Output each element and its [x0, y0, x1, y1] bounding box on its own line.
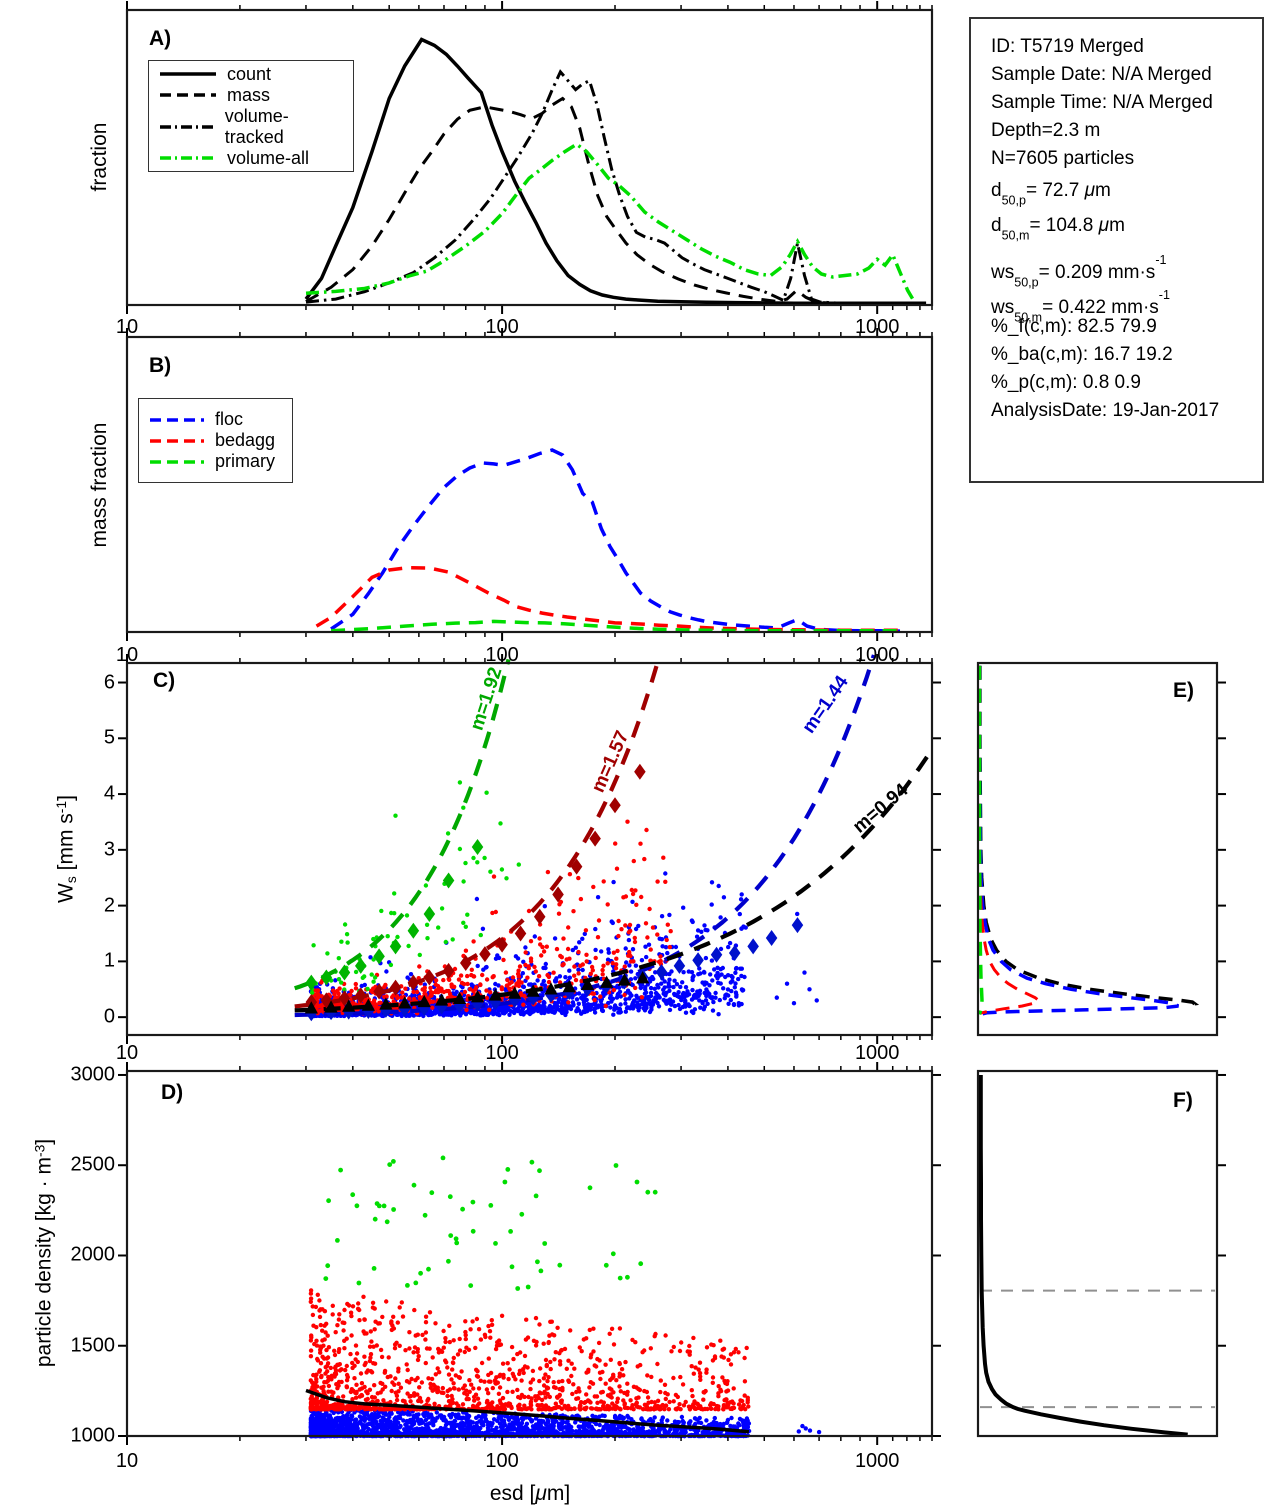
floc-scatter-dot: [648, 985, 654, 991]
floc-scatter-dot: [690, 977, 695, 983]
floc-scatter-dot: [738, 897, 744, 902]
floc-scatter-dot: [733, 981, 738, 986]
floc-scatter-dot: [681, 970, 686, 975]
series-count: [304, 37, 927, 305]
series-volume-tracked: [305, 69, 881, 306]
floc-scatter-dot: [480, 926, 486, 931]
floc-scatter-dot: [646, 942, 652, 947]
floc-scatter-dot: [708, 972, 713, 977]
series-volume-all: [305, 142, 916, 303]
series-mass: [305, 96, 881, 306]
floc-scatter-dot: [667, 977, 672, 982]
series-primary: [331, 619, 900, 633]
floc-scatter-dot: [573, 945, 578, 950]
floc-scatter-dot: [577, 940, 582, 945]
floc-scatter-dot: [633, 963, 639, 968]
floc-scatter-dot: [729, 988, 734, 994]
floc-scatter-dot: [543, 961, 548, 967]
floc-scatter-dot: [661, 991, 666, 996]
floc-scatter-dot: [627, 963, 632, 968]
floc-scatter-dot: [638, 985, 643, 991]
floc-scatter-dot: [576, 991, 582, 996]
floc-scatter-dot: [733, 970, 738, 975]
floc-scatter-dot: [690, 987, 695, 993]
floc-scatter-dot: [593, 947, 598, 953]
floc-scatter-dot: [611, 1012, 616, 1017]
floc-scatter-dot: [709, 958, 715, 963]
series-floc: [330, 448, 901, 633]
floc-scatter-dot: [643, 944, 648, 949]
floc-scatter-dot: [718, 946, 724, 952]
floc-scatter-dot: [705, 1001, 710, 1006]
floc-scatter-dot: [567, 975, 572, 980]
floc-scatter-dot: [618, 1002, 623, 1007]
floc-scatter-dot: [659, 981, 664, 986]
floc-scatter-dot: [520, 971, 525, 976]
floc-scatter-dot: [515, 956, 521, 961]
floc-scatter-dot: [655, 982, 660, 988]
floc-scatter-dot: [683, 985, 689, 990]
floc-scatter-dot: [737, 911, 742, 917]
floc-scatter-dot: [582, 931, 587, 937]
floc-scatter-dot: [633, 926, 639, 932]
floc-scatter-dot: [716, 883, 721, 889]
floc-scatter-dot: [656, 1004, 662, 1009]
floc-scatter-dot: [692, 1007, 698, 1012]
floc-scatter-dot: [630, 947, 636, 952]
floc-scatter-dot: [599, 949, 604, 954]
floc-scatter-dot: [624, 960, 629, 965]
floc-scatter-dot: [657, 936, 662, 941]
floc-scatter-dot: [628, 969, 634, 974]
floc-scatter-dot: [660, 944, 665, 949]
floc-scatter-dot: [709, 902, 714, 907]
floc-scatter-dot: [739, 892, 744, 897]
floc-scatter-dot: [728, 980, 733, 985]
floc-scatter-dot: [606, 950, 611, 955]
floc-scatter-dot: [507, 1012, 512, 1017]
floc-scatter-dot: [713, 990, 718, 996]
